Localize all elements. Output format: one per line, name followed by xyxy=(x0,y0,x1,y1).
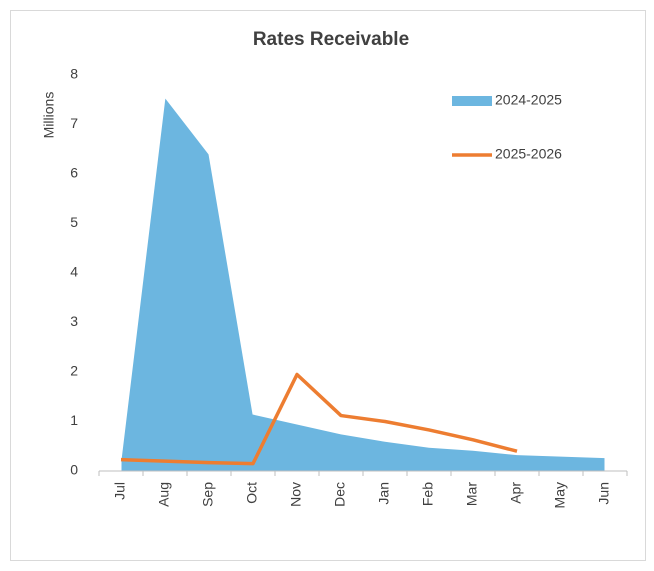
legend-label: 2025-2026 xyxy=(495,146,562,162)
y-axis-label: Millions xyxy=(41,92,57,139)
legend-swatch xyxy=(452,96,492,106)
y-tick-label: 0 xyxy=(70,462,78,478)
x-tick-label: Jan xyxy=(376,482,392,505)
chart-title: Rates Receivable xyxy=(253,29,409,50)
y-tick-label: 7 xyxy=(70,115,78,131)
area xyxy=(120,96,606,472)
x-tick-label: Apr xyxy=(508,482,524,504)
y-tick-label: 3 xyxy=(70,313,78,329)
x-tick-label: Jul xyxy=(112,482,128,500)
y-tick-label: 8 xyxy=(70,66,78,82)
y-tick-label: 6 xyxy=(70,165,78,181)
x-tick-label: Jun xyxy=(596,482,612,505)
x-tick-label: Oct xyxy=(244,482,260,504)
y-tick-label: 4 xyxy=(70,264,78,280)
y-tick-label: 2 xyxy=(70,363,78,379)
x-tick-label: Dec xyxy=(332,482,348,507)
y-tick-label: 5 xyxy=(70,214,78,230)
legend-label: 2024-2025 xyxy=(495,92,562,108)
x-tick-label: Feb xyxy=(420,482,436,506)
x-tick-label: Nov xyxy=(288,482,304,507)
y-tick-label: 1 xyxy=(70,412,78,428)
x-tick-label: Mar xyxy=(464,482,480,506)
line xyxy=(120,372,518,466)
x-tick-label: Sep xyxy=(200,482,216,507)
x-tick-label: Aug xyxy=(156,482,172,507)
x-tick-label: May xyxy=(552,482,568,508)
